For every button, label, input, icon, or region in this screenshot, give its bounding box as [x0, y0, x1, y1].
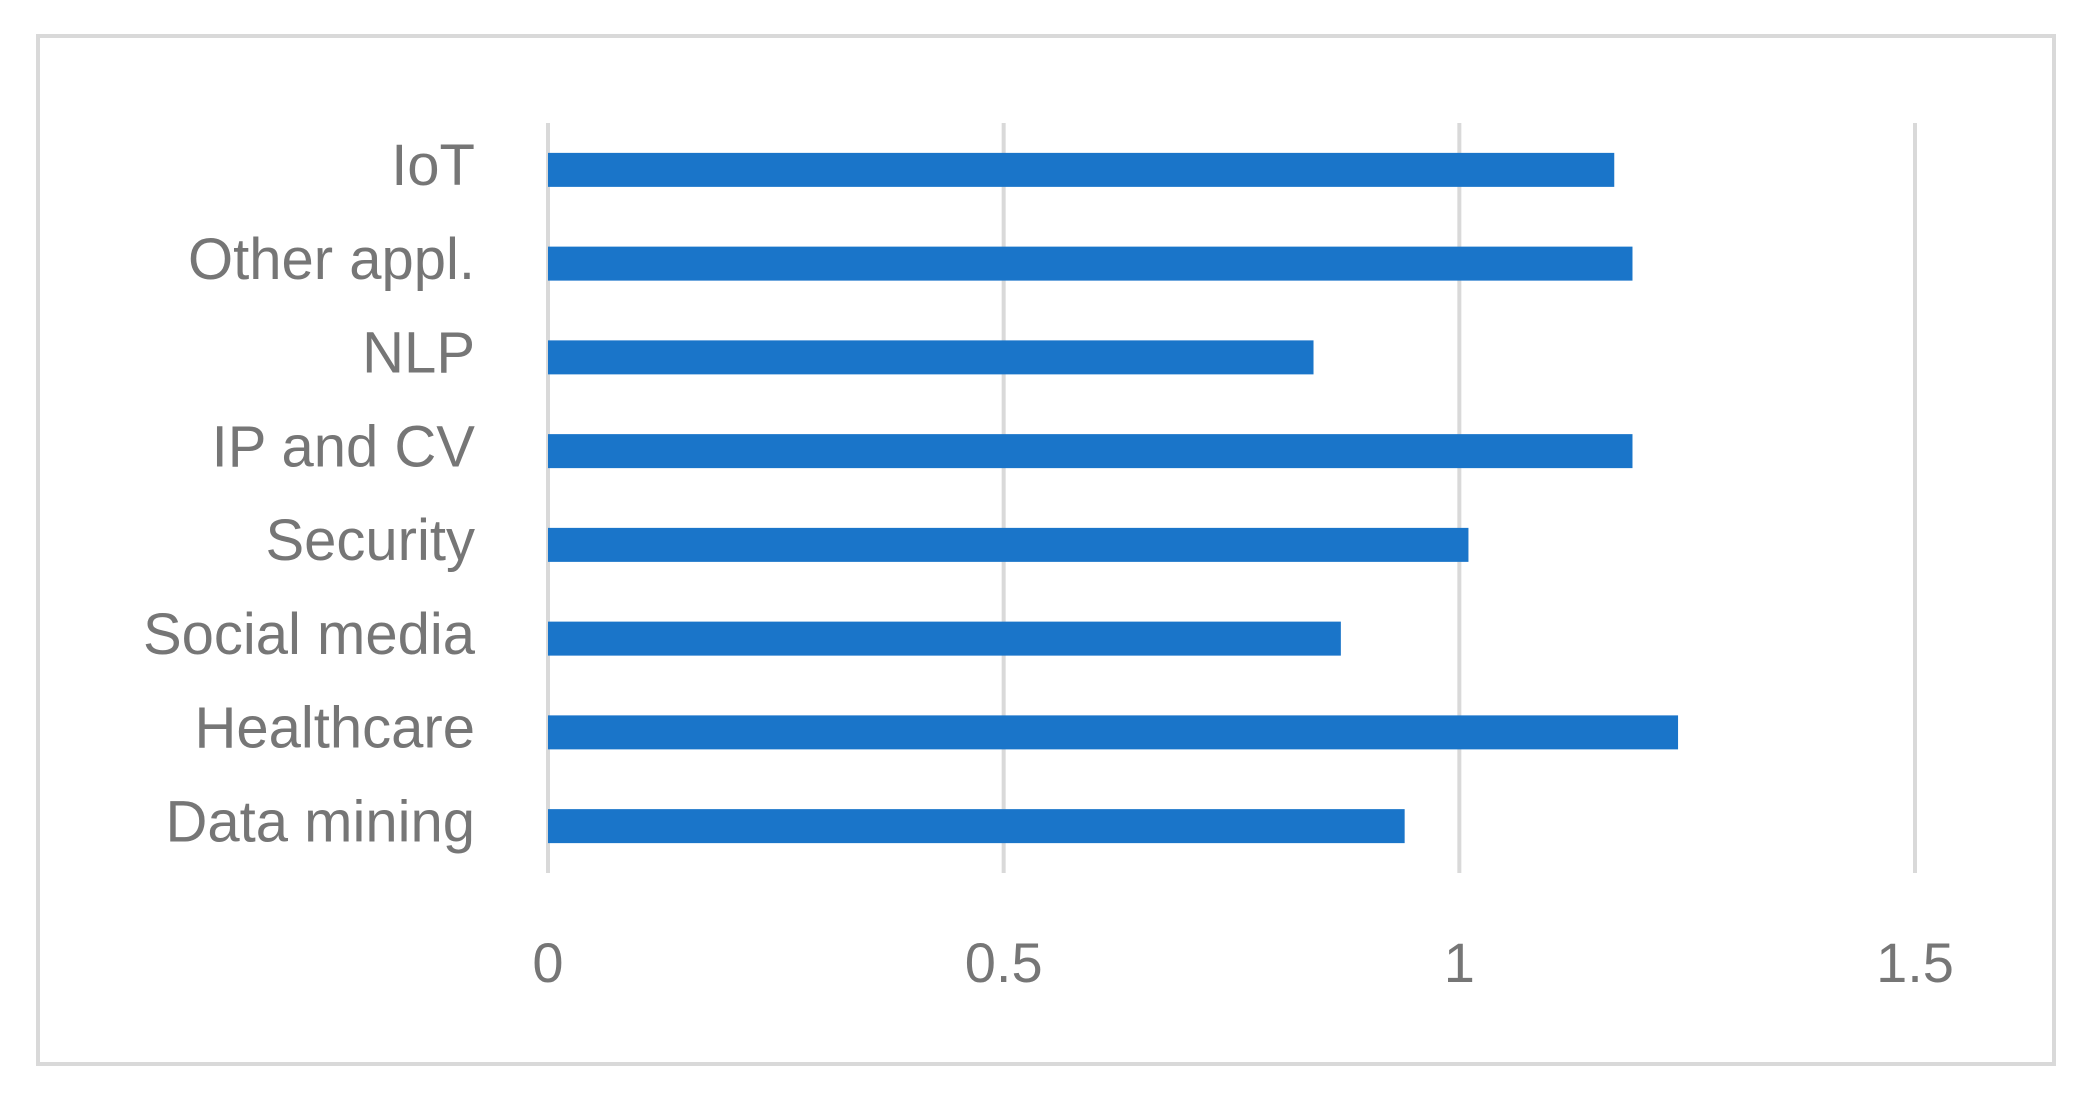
y-tick-label: Healthcare — [195, 696, 475, 761]
y-tick-label: NLP — [362, 321, 475, 386]
bar — [548, 621, 1341, 656]
x-tick-label: 1.5 — [1876, 931, 1954, 994]
bar — [548, 434, 1633, 469]
y-tick-label: IoT — [391, 133, 475, 198]
bar — [548, 527, 1469, 562]
x-tick-label: 1 — [1444, 931, 1475, 994]
bar — [548, 152, 1615, 187]
bar — [548, 809, 1405, 844]
bar — [548, 340, 1314, 375]
y-tick-label: IP and CV — [212, 414, 476, 479]
bar — [548, 246, 1633, 281]
y-tick-label: Social media — [143, 602, 476, 667]
y-tick-label: Other appl. — [188, 227, 475, 292]
x-tick-label: 0 — [532, 931, 563, 994]
bar — [548, 715, 1679, 750]
y-tick-label: Data mining — [166, 789, 475, 854]
x-tick-label: 0.5 — [965, 931, 1043, 994]
y-tick-label: Security — [265, 508, 475, 573]
